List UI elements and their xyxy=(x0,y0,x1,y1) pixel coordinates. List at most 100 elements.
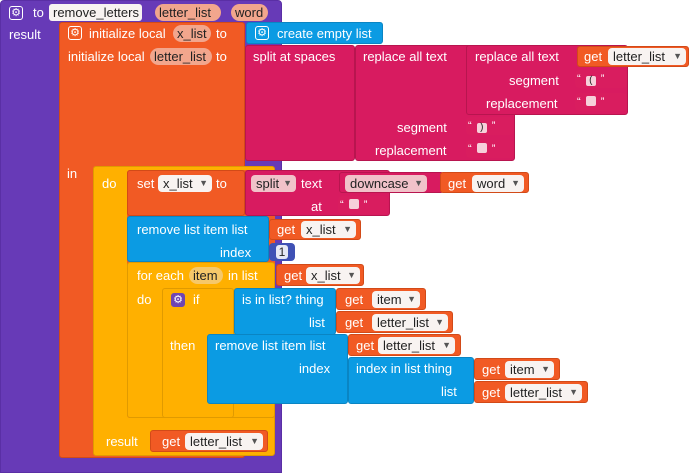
caret-down-icon: ▼ xyxy=(435,317,444,327)
gear-icon[interactable]: ⚙ xyxy=(171,293,185,307)
variable-dropdown[interactable]: letter_list ▼ xyxy=(378,337,455,354)
variable-dropdown[interactable]: item ▼ xyxy=(372,291,420,308)
split-at-spaces-block[interactable] xyxy=(245,45,355,161)
to-label: to xyxy=(216,49,227,64)
downcase-dropdown[interactable]: downcase ▼ xyxy=(345,175,427,192)
dropdown-value: x_list xyxy=(306,222,336,237)
string-value[interactable]: ( xyxy=(585,76,596,86)
index-label: index xyxy=(220,245,252,260)
create-empty-list-block[interactable] xyxy=(246,22,383,44)
get-label: get xyxy=(448,176,467,191)
inner-replacement-string[interactable]: “ ” xyxy=(575,93,627,111)
get-label: get xyxy=(284,268,303,283)
string-empty[interactable] xyxy=(585,96,596,106)
text-label: text xyxy=(301,176,322,191)
split-at-spaces-label: split at spaces xyxy=(253,49,336,64)
get-label: get xyxy=(162,434,181,449)
string-value[interactable]: ) xyxy=(476,123,487,133)
variable-dropdown[interactable]: item ▼ xyxy=(505,361,554,378)
caret-down-icon: ▼ xyxy=(673,51,682,61)
index-number[interactable]: 1 xyxy=(269,243,295,261)
caret-down-icon: ▼ xyxy=(569,387,578,397)
gear-icon[interactable]: ⚙ xyxy=(9,6,23,20)
caret-down-icon: ▼ xyxy=(442,340,451,350)
local-letter-list[interactable]: letter_list xyxy=(150,48,212,65)
variable-dropdown[interactable]: letter_list ▼ xyxy=(185,433,263,450)
index-label: index xyxy=(299,361,331,376)
variable-dropdown[interactable]: x_list ▼ xyxy=(306,267,360,284)
replace-all-text-label: replace all text xyxy=(475,49,559,64)
in-list-label: in list xyxy=(228,268,258,283)
initialize-local-label: initialize local xyxy=(89,26,166,41)
get-label: get xyxy=(345,292,364,307)
string-empty[interactable] xyxy=(348,199,359,209)
get-label: get xyxy=(584,49,603,64)
variable-dropdown[interactable]: word ▼ xyxy=(472,175,524,192)
variable-dropdown[interactable]: letter_list ▼ xyxy=(608,48,686,65)
caret-down-icon: ▼ xyxy=(199,178,208,188)
result-label: result xyxy=(9,27,41,42)
dropdown-value: letter_list xyxy=(510,385,563,400)
caret-down-icon: ▼ xyxy=(343,224,352,234)
dropdown-value: split xyxy=(256,176,280,191)
gear-icon[interactable]: ⚙ xyxy=(255,26,269,40)
at-string[interactable]: “ ” xyxy=(338,196,388,214)
dropdown-value: letter_list xyxy=(377,315,430,330)
string-empty[interactable] xyxy=(476,143,487,153)
variable-dropdown[interactable]: x_list ▼ xyxy=(158,175,212,192)
dropdown-value: letter_list xyxy=(613,49,666,64)
caret-down-icon: ▼ xyxy=(414,178,423,188)
replace-all-text-label: replace all text xyxy=(363,49,447,64)
to-label: to xyxy=(216,176,227,191)
create-empty-list-label: create empty list xyxy=(277,26,372,41)
outer-segment-string[interactable]: “ ) ” xyxy=(466,117,514,135)
caret-down-icon: ▼ xyxy=(250,436,259,446)
index-in-list-block[interactable] xyxy=(348,357,474,404)
split-dropdown[interactable]: split ▼ xyxy=(251,175,296,192)
gear-icon[interactable]: ⚙ xyxy=(68,26,82,40)
dropdown-value: letter_list xyxy=(190,434,243,449)
local-x-list[interactable]: x_list xyxy=(173,25,211,42)
variable-dropdown[interactable]: x_list ▼ xyxy=(301,221,356,238)
procedure-name-field[interactable]: remove_letters xyxy=(49,4,142,21)
get-label: get xyxy=(277,222,296,237)
caret-down-icon: ▼ xyxy=(541,364,550,374)
replacement-label: replacement xyxy=(375,143,447,158)
segment-label: segment xyxy=(397,120,447,135)
segment-label: segment xyxy=(509,73,559,88)
list-label: list xyxy=(309,315,325,330)
caret-down-icon: ▼ xyxy=(347,270,356,280)
dropdown-value: word xyxy=(477,176,506,191)
then-label: then xyxy=(170,338,196,353)
dropdown-value: x_list xyxy=(311,268,341,283)
get-label: get xyxy=(482,362,501,377)
list-label: list xyxy=(441,384,457,399)
get-label: get xyxy=(345,315,364,330)
for-each-label: for each xyxy=(137,268,184,283)
param-letter-list[interactable]: letter_list xyxy=(155,4,221,21)
result-label: result xyxy=(106,434,138,449)
remove-list-item-block[interactable] xyxy=(127,216,269,262)
for-each-item-var[interactable]: item xyxy=(189,267,223,284)
do-label: do xyxy=(137,292,152,307)
at-label: at xyxy=(311,199,322,214)
variable-dropdown[interactable]: letter_list ▼ xyxy=(372,314,448,331)
dropdown-value: item xyxy=(510,362,535,377)
outer-replacement-string[interactable]: “ ” xyxy=(466,140,514,158)
dropdown-value: x_list xyxy=(163,176,193,191)
remove-list-item-label: remove list item list xyxy=(137,222,248,237)
param-word[interactable]: word xyxy=(231,4,268,21)
do-label: do xyxy=(102,176,117,191)
dropdown-value: downcase xyxy=(350,176,409,191)
index-in-list-label: index in list thing xyxy=(356,361,453,376)
caret-down-icon: ▼ xyxy=(283,178,292,188)
initialize-local-label: initialize local xyxy=(68,49,145,64)
to-label: to xyxy=(216,26,227,41)
dropdown-value: letter_list xyxy=(383,338,436,353)
remove-list-item-label: remove list item list xyxy=(215,338,326,353)
then-remove-list-item-block[interactable] xyxy=(207,334,348,404)
is-in-list-label: is in list? thing xyxy=(242,292,324,307)
variable-dropdown[interactable]: letter_list ▼ xyxy=(505,384,582,401)
inner-segment-string[interactable]: “ ( ” xyxy=(575,70,627,88)
set-label: set xyxy=(137,176,155,191)
